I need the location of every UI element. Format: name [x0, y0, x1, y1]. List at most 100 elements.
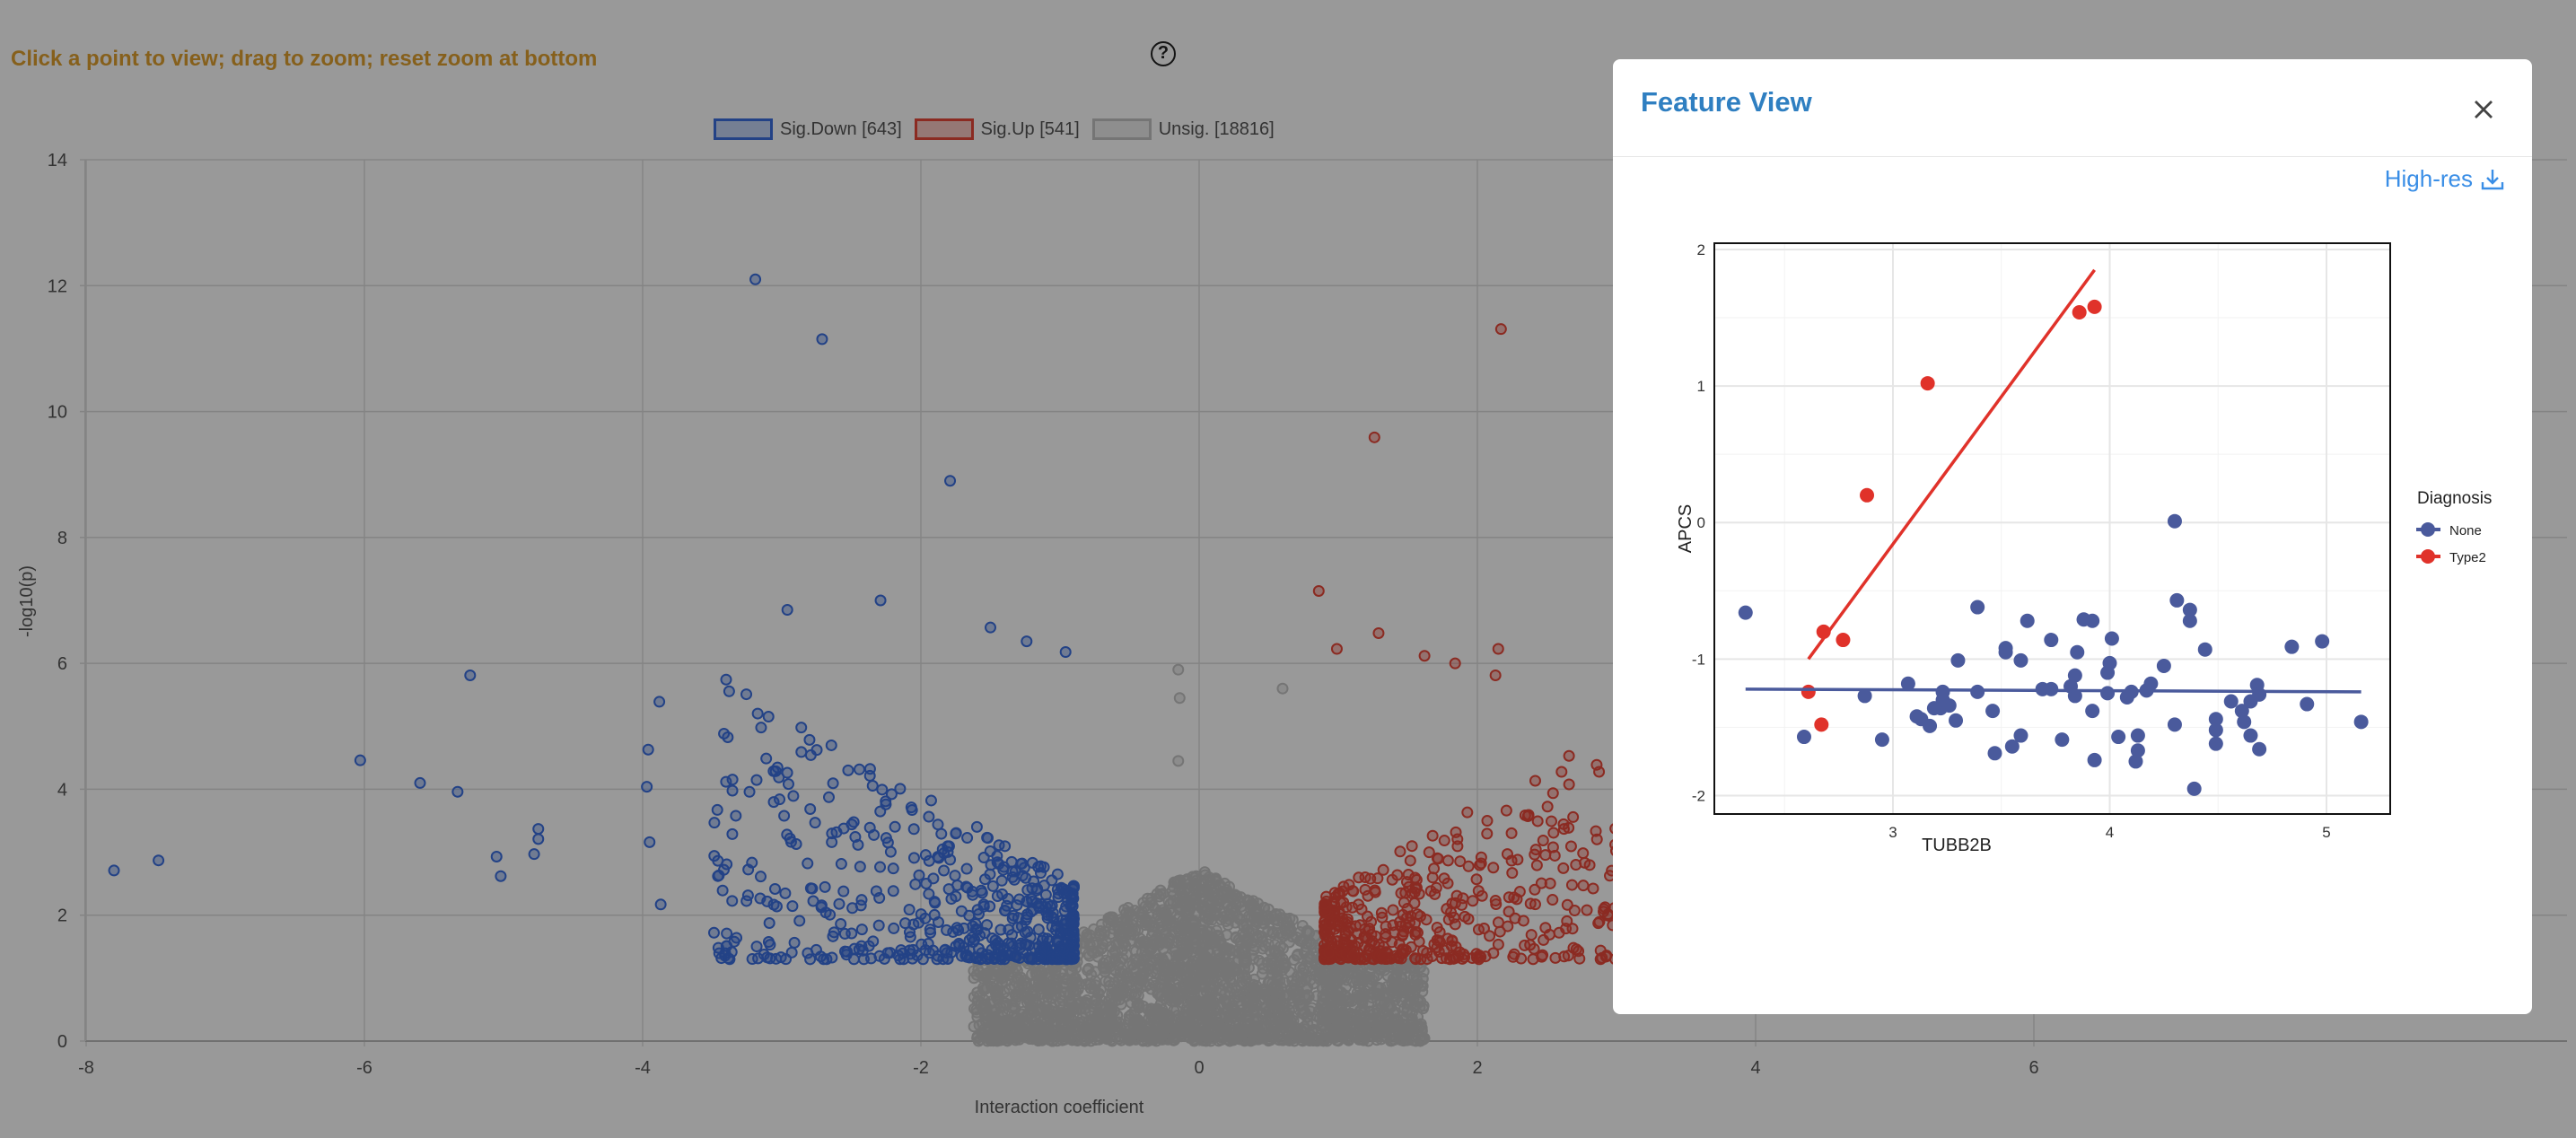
y-tick-label: -1: [1692, 651, 1705, 668]
y-tick-label: 6: [57, 654, 67, 674]
y-tick-label: 0: [57, 1032, 67, 1052]
y-tick-label: 8: [57, 529, 67, 548]
volcano-legend: Sig.Down [643] Sig.Up [541] Unsig. [1881…: [714, 118, 1275, 140]
none-point: [1987, 746, 2002, 761]
legend-sig-down[interactable]: Sig.Down [643]: [714, 118, 902, 140]
none-point: [2013, 728, 2028, 743]
none-point: [2156, 658, 2171, 673]
legend-swatch: [914, 118, 974, 140]
instruction-text: Click a point to view; drag to zoom; res…: [11, 47, 598, 71]
none-point: [2020, 613, 2035, 628]
y-tick-label: 14: [48, 151, 67, 171]
x-tick-label: 6: [2028, 1058, 2038, 1078]
x-tick-label: -2: [913, 1058, 929, 1078]
legend-swatch: [1091, 118, 1152, 140]
none-point: [2223, 694, 2239, 709]
none-point: [2252, 687, 2267, 702]
y-tick-label: 2: [57, 906, 67, 926]
legend-item-none: None: [2416, 522, 2482, 538]
none-point: [2182, 613, 2197, 628]
none-point: [2167, 717, 2182, 732]
none-point: [1985, 704, 2001, 719]
none-fit-line: [1745, 687, 2361, 694]
feature-scatter-plot: 3 4 5 -2 -1 0 1 2 TUBB2B APCS Diagnosis None Ty…: [1676, 241, 2492, 855]
type2-fit-line: [1807, 268, 2097, 661]
legend-unsig[interactable]: Unsig. [18816]: [1091, 118, 1275, 140]
none-point: [2087, 752, 2102, 767]
y-tick-label: 12: [48, 276, 67, 296]
none-point: [1970, 600, 1985, 615]
none-point: [2104, 631, 2119, 646]
feature-x-label: TUBB2B: [1922, 836, 1992, 855]
y-tick-label: 4: [57, 780, 67, 800]
feature-y-label: APCS: [1676, 504, 1695, 553]
legend-item-type2: Type2: [2416, 549, 2486, 565]
x-tick-label: 5: [2322, 824, 2330, 841]
none-point: [2284, 639, 2300, 654]
legend-sig-up[interactable]: Sig.Up [541]: [914, 118, 1080, 140]
y-tick-label: 1: [1697, 378, 1705, 395]
type2-point: [1814, 717, 1829, 732]
none-point: [2100, 686, 2116, 701]
none-point: [2111, 730, 2126, 745]
none-point: [2353, 714, 2369, 730]
none-point: [1923, 718, 1938, 733]
none-point: [2315, 634, 2330, 649]
none-point: [2243, 728, 2258, 743]
none-point: [2070, 644, 2085, 660]
none-point: [1874, 732, 1889, 748]
none-point: [2143, 676, 2159, 691]
y-tick-label: 0: [1697, 514, 1705, 531]
type2-point: [1860, 487, 1875, 503]
none-point: [1796, 730, 1811, 745]
x-tick-label: 2: [1472, 1058, 1482, 1078]
legend-label: Sig.Down [643]: [780, 118, 902, 139]
y-tick-label: 2: [1697, 241, 1705, 258]
none-point: [2300, 696, 2315, 712]
none-point: [2208, 736, 2223, 751]
none-point: [1998, 644, 2013, 660]
none-point: [2013, 652, 2028, 668]
none-point: [1949, 713, 1964, 728]
legend-label: Sig.Up [541]: [980, 118, 1080, 139]
none-point: [2044, 633, 2059, 648]
type2-point: [1920, 376, 1935, 391]
none-point: [1738, 605, 1753, 620]
x-tick-label: -6: [356, 1058, 372, 1078]
type2-point: [2087, 299, 2102, 314]
legend-label-type2: Type2: [2449, 550, 2486, 565]
x-tick-label: 3: [1888, 824, 1897, 841]
x-tick-label: -8: [78, 1058, 94, 1078]
type2-point: [1801, 684, 1816, 699]
none-point: [1941, 698, 1957, 713]
none-point: [2055, 732, 2070, 748]
feature-view-modal: Feature View High-res 3 4 5 -2 -1 0 1 2 TUBB2B …: [1613, 59, 2532, 1014]
type2-point: [1836, 633, 1851, 648]
none-point: [2085, 704, 2100, 719]
legend-swatch: [714, 118, 773, 140]
none-point: [2167, 513, 2182, 529]
none-point: [2067, 668, 2082, 683]
none-point: [1970, 684, 1985, 699]
none-point: [1950, 652, 1966, 668]
none-point: [2237, 714, 2252, 730]
none-point: [2102, 655, 2117, 670]
x-tick-label: -4: [635, 1058, 651, 1078]
none-point: [2130, 728, 2145, 743]
none-point: [2208, 722, 2223, 738]
x-tick-label: 4: [1750, 1058, 1760, 1078]
feature-legend-title: Diagnosis: [2417, 489, 2492, 508]
none-point: [2252, 741, 2267, 757]
type2-point: [2072, 304, 2087, 320]
legend-label: Unsig. [18816]: [1158, 118, 1275, 139]
none-point: [2197, 642, 2212, 657]
none-point: [2169, 592, 2185, 608]
none-point: [2085, 613, 2100, 628]
x-tick-label: 4: [2106, 824, 2114, 841]
question-circle-icon[interactable]: ?: [1151, 41, 1176, 66]
y-tick-label: 10: [48, 403, 67, 423]
none-point: [2130, 743, 2145, 758]
y-tick-label: -2: [1692, 787, 1705, 804]
legend-label-none: None: [2449, 523, 2482, 538]
x-tick-label: 0: [1194, 1058, 1204, 1078]
